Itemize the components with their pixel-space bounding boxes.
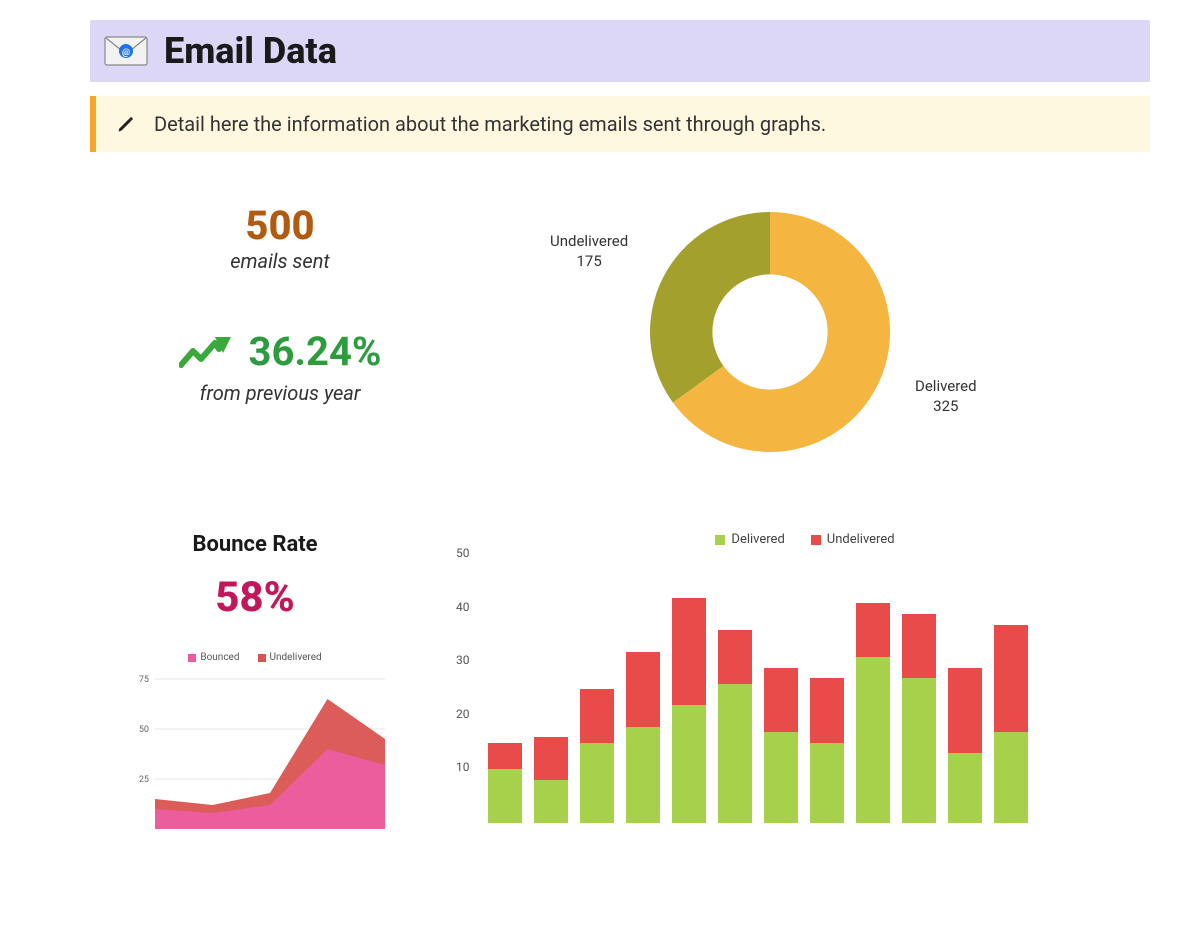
bar-undelivered [994, 625, 1028, 732]
y-tick-label: 20 [456, 707, 470, 721]
delivery-donut-chart: Undelivered 175 Delivered 325 [520, 192, 1040, 472]
mini-legend-item: Bounced [188, 652, 239, 663]
bar-undelivered [764, 668, 798, 732]
header-bar: @ Email Data [90, 20, 1150, 82]
bar-chart-legend: Delivered Undelivered [460, 532, 1150, 547]
growth-value: 36.24% [249, 328, 382, 375]
bar-undelivered [534, 737, 568, 780]
emails-sent-label: emails sent [230, 249, 330, 273]
bar-undelivered [810, 678, 844, 742]
pen-icon [116, 114, 136, 134]
mini-legend-item: Undelivered [258, 652, 322, 663]
bar-legend-item: Delivered [715, 532, 784, 547]
bar-delivered [764, 732, 798, 823]
bar-delivered [580, 743, 614, 823]
bar-delivered [718, 684, 752, 823]
bar-undelivered [948, 668, 982, 754]
emails-sent-stat: 500 emails sent [230, 202, 330, 273]
bar-delivered [672, 705, 706, 823]
svg-text:@: @ [122, 48, 130, 58]
bar-undelivered [672, 598, 706, 705]
area-series [155, 749, 385, 829]
delivery-bar-chart: 1020304050 [460, 555, 1050, 835]
bar-delivered [626, 727, 660, 823]
svg-text:25: 25 [139, 775, 149, 785]
email-icon: @ [104, 36, 148, 66]
bar-undelivered [488, 743, 522, 770]
bar-delivered [948, 753, 982, 823]
emails-sent-value: 500 [230, 202, 330, 249]
y-tick-label: 10 [456, 760, 470, 774]
bar-delivered [534, 780, 568, 823]
bar-undelivered [902, 614, 936, 678]
bounce-value: 58% [90, 573, 420, 622]
svg-text:75: 75 [139, 675, 149, 685]
bar-delivered [488, 769, 522, 823]
note-text: Detail here the information about the ma… [154, 112, 826, 136]
donut-undelivered-label: Undelivered 175 [550, 232, 628, 271]
growth-stat: 36.24% from previous year [179, 328, 382, 405]
donut-delivered-label: Delivered 325 [915, 377, 977, 416]
bar-undelivered [580, 689, 614, 743]
bar-undelivered [856, 603, 890, 657]
bar-delivered [902, 678, 936, 823]
bar-delivered [810, 743, 844, 823]
bar-undelivered [718, 630, 752, 684]
bar-undelivered [626, 652, 660, 727]
trend-up-icon [179, 335, 235, 369]
y-tick-label: 50 [456, 546, 470, 560]
bar-legend-item: Undelivered [811, 532, 895, 547]
note-banner: Detail here the information about the ma… [90, 96, 1150, 152]
y-tick-label: 40 [456, 600, 470, 614]
bounce-rate-panel: Bounce Rate 58% Bounced Undelivered 25 50 7… [90, 532, 420, 835]
page-title: Email Data [164, 30, 337, 72]
bar-delivered [994, 732, 1028, 823]
bar-delivered [856, 657, 890, 823]
growth-label: from previous year [179, 381, 382, 405]
svg-text:50: 50 [139, 725, 149, 735]
bounce-title: Bounce Rate [90, 532, 420, 557]
donut-segment [650, 212, 770, 403]
bounce-area-chart: Bounced Undelivered 25 50 75 [125, 652, 385, 832]
y-tick-label: 30 [456, 653, 470, 667]
